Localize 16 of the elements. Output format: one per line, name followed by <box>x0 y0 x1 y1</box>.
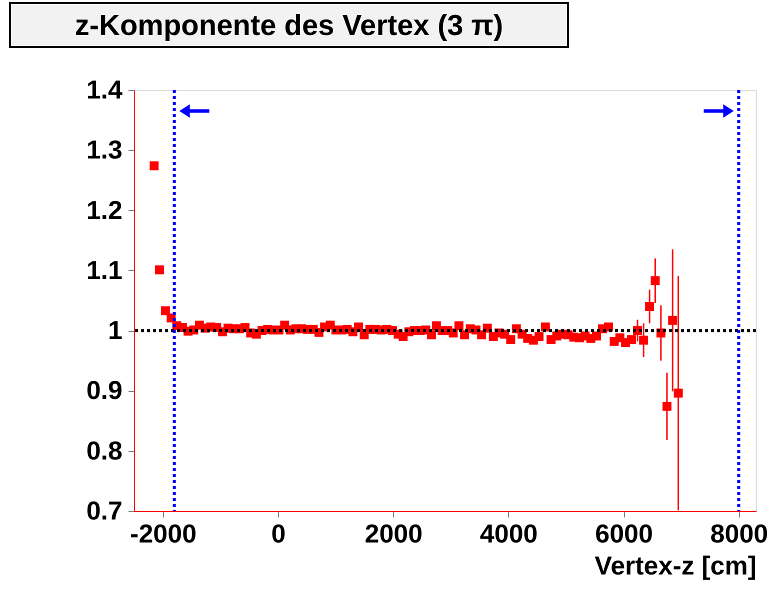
y-tick-label: 1.4 <box>86 74 124 104</box>
y-tick-label: 1 <box>108 315 122 346</box>
y-tick-label: 0.7 <box>86 496 122 526</box>
chart-title: z-Komponente des Vertex (3 π) <box>74 10 504 42</box>
x-tick-label: 2000 <box>364 518 423 548</box>
y-tick-label: 1.2 <box>86 194 122 225</box>
y-tick-label: 0.9 <box>86 375 122 406</box>
y-tick-label: 1.1 <box>86 254 122 285</box>
x-tick-label: -2000 <box>130 518 197 548</box>
x-tick-label: 6000 <box>595 518 653 548</box>
x-tick-label: 4000 <box>480 518 538 548</box>
x-tick-label: 0 <box>271 518 286 548</box>
y-tick-label: 0.8 <box>86 435 122 466</box>
x-axis-title: Vertex-z [cm] <box>594 550 756 580</box>
x-tick-label: 8000 <box>710 518 768 548</box>
y-tick-label: 1.3 <box>86 134 122 165</box>
